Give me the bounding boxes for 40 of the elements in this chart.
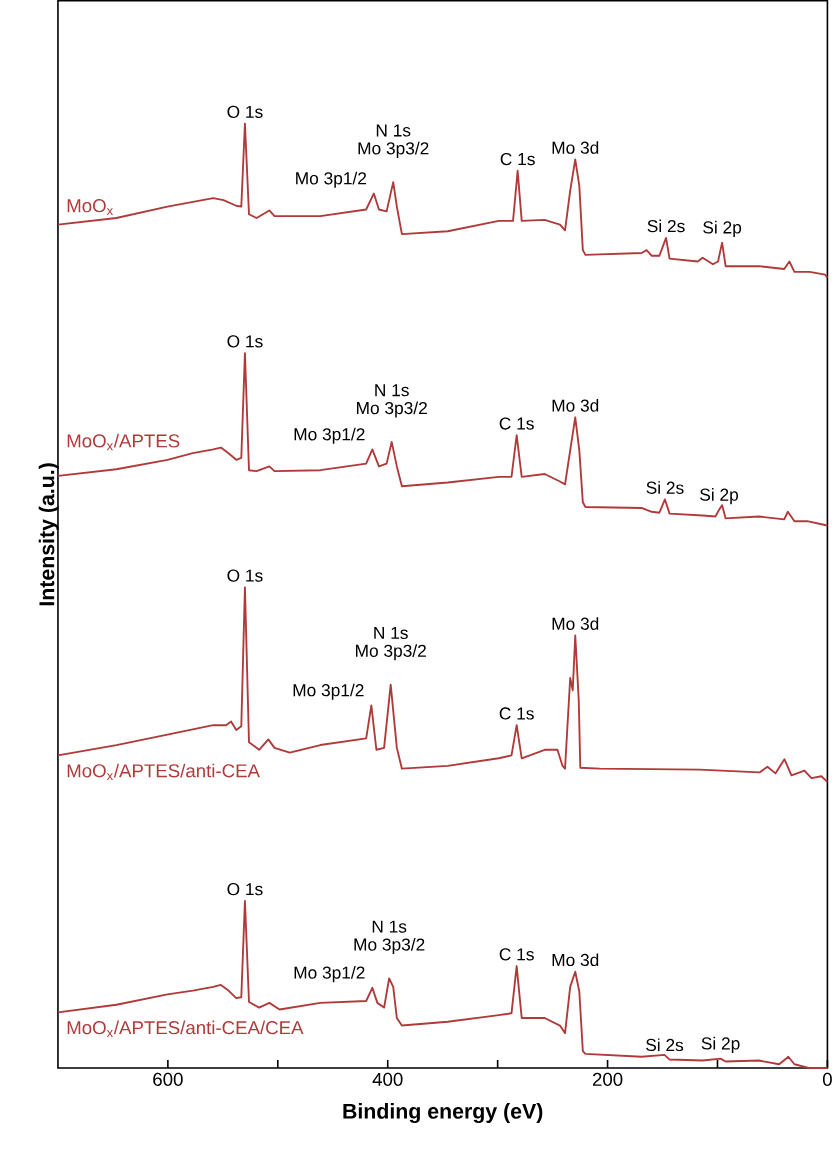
annotation: Mo 3p3/2	[358, 141, 429, 158]
annotation: Si 2p	[701, 1036, 740, 1054]
x-tick-label: 400	[372, 1072, 403, 1086]
annotation: N 1s	[372, 920, 407, 933]
annotation: Mo 3p3/2	[356, 401, 427, 418]
series-label: MoO$_{x}$/APTES	[67, 433, 180, 451]
series-label: MoO$_{x}$/APTES/anti-CEA/CEA	[67, 1020, 304, 1037]
x-axis-title: Binding energy (eV)	[343, 1103, 543, 1124]
x-tick-label: 200	[592, 1072, 623, 1086]
annotation: O 1s	[227, 105, 263, 118]
annotation: Mo 3p3/2	[354, 937, 425, 955]
series-label: MoO$_{x}$	[67, 199, 114, 216]
annotation: O 1s	[227, 335, 263, 348]
annotation: N 1s	[375, 384, 409, 397]
annotation: Mo 3p1/2	[294, 966, 365, 983]
y-axis-title: Intensity (a.u.)	[38, 463, 59, 606]
annotation: Mo 3d	[552, 141, 599, 154]
annotation: O 1s	[227, 883, 263, 896]
annotation: C 1s	[499, 417, 534, 430]
annotation: C 1s	[499, 707, 534, 720]
annotation: Mo 3p3/2	[355, 644, 426, 661]
annotation: Mo 3d	[552, 398, 599, 412]
annotation: Mo 3p1/2	[293, 683, 364, 700]
annotation: Si 2s	[646, 481, 684, 494]
annotation: Mo 3p1/2	[294, 427, 365, 444]
x-tick-label: 0	[822, 1072, 832, 1086]
series-label: MoO$_{x}$/APTES/anti-CEA	[67, 763, 260, 781]
annotation: Si 2s	[646, 1038, 684, 1052]
annotation: O 1s	[227, 569, 263, 582]
annotation: Mo 3d	[552, 953, 599, 967]
x-tick-label: 600	[153, 1072, 183, 1086]
annotation: C 1s	[499, 948, 534, 961]
annotation: Si 2p	[703, 220, 742, 237]
annotation: N 1s	[376, 124, 411, 137]
annotation: C 1s	[500, 152, 535, 166]
annotation: N 1s	[374, 626, 408, 640]
annotation: Si 2p	[700, 488, 738, 505]
annotation: Mo 3p1/2	[296, 171, 367, 188]
annotation: Si 2s	[647, 219, 685, 233]
annotation: Mo 3d	[552, 617, 599, 630]
